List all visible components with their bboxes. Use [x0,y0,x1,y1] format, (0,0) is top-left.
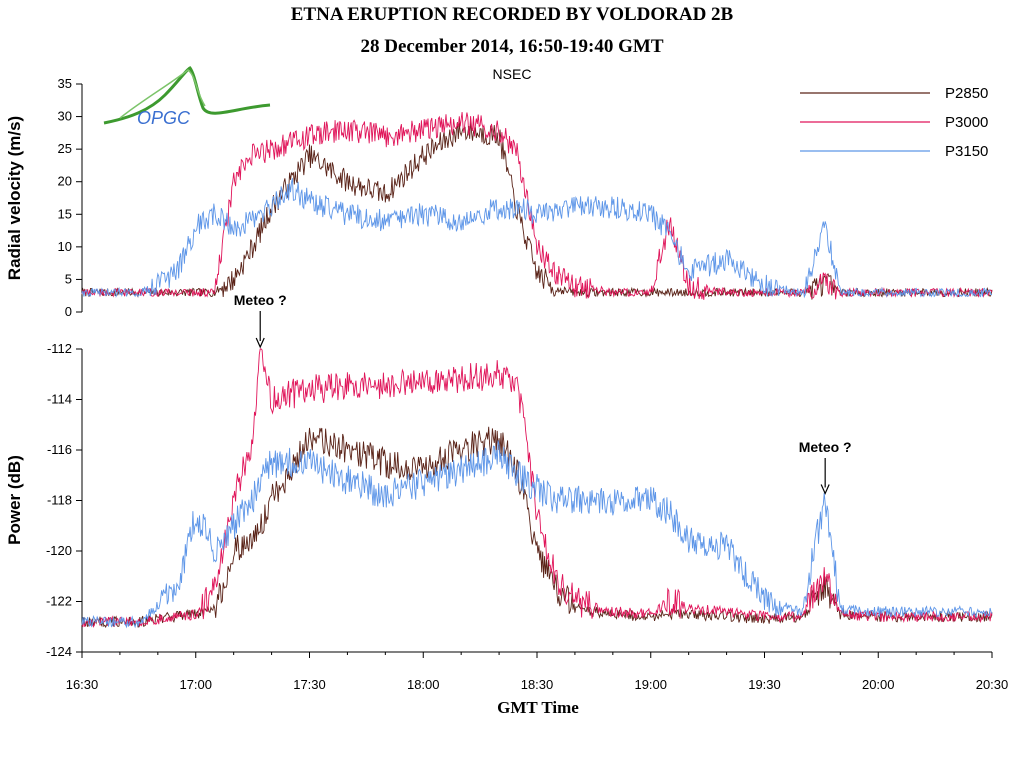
chart-title: ETNA ERUPTION RECORDED BY VOLDORAD 2B [291,4,734,25]
power-y-tick-label: -124 [46,644,72,659]
velocity-y-tick-label: 5 [65,271,72,286]
legend-label-p2850: P2850 [945,85,988,102]
velocity-y-ticks: 0 5 10 15 20 25 30 35 [58,76,82,319]
velocity-line-p3150 [81,178,993,299]
logo-text: OPGC [137,108,191,128]
power-y-tick-label: -120 [46,543,72,558]
velocity-line-p3000 [81,112,993,300]
meteo-annotation-arrowhead [255,337,265,349]
x-ticks: 16:30 17:00 17:30 18:00 18:30 19:00 19:30 20:00… [66,652,1009,692]
legend-label-p3150: P3150 [945,143,988,160]
velocity-y-tick-label: 0 [65,304,72,319]
velocity-y-tick-label: 10 [58,239,72,254]
power-y-tick-label: -112 [47,341,72,356]
power-y-tick-label: -114 [47,392,72,407]
velocity-y-tick-label: 25 [58,141,72,156]
velocity-y-tick-label: 20 [58,174,72,189]
x-axis-label: GMT Time [497,698,579,717]
legend: P2850 P3000 P3150 [800,85,988,160]
panel-title: NSEC [493,66,532,82]
velocity-y-tick-label: 15 [58,206,72,221]
meteo-annotation-arrowhead [820,484,830,495]
legend-label-p3000: P3000 [945,114,988,131]
logo-mountain-outline [119,69,206,119]
chart-subtitle: 28 December 2014, 16:50-19:40 GMT [360,36,663,57]
power-line-p2850 [81,426,993,629]
x-tick-label: 20:30 [976,677,1009,692]
x-tick-label: 18:00 [407,677,440,692]
meteo-annotation-label: Meteo ? [234,292,287,308]
velocity-y-tick-label: 30 [58,109,72,124]
power-series [81,348,993,629]
opgc-logo: OPGC [103,66,271,128]
x-tick-label: 20:00 [862,677,895,692]
meteo-annotation-label: Meteo ? [799,439,852,455]
power-y-ticks: -124 -122 -120 -118 -116 -114 -112 [46,341,82,659]
power-y-tick-label: -118 [47,493,72,508]
annotations: Meteo ? Meteo ? [234,292,852,495]
velocity-y-axis-label: Radial velocity (m/s) [5,116,24,280]
x-tick-label: 19:00 [634,677,667,692]
velocity-series [81,112,993,300]
power-line-p3150 [81,440,993,629]
power-y-tick-label: -116 [47,442,72,457]
x-tick-label: 18:30 [521,677,554,692]
velocity-y-tick-label: 35 [58,76,72,91]
x-tick-label: 16:30 [66,677,99,692]
power-y-tick-label: -122 [46,594,72,609]
power-y-axis-label: Power (dB) [5,455,24,545]
x-tick-label: 17:00 [179,677,212,692]
x-tick-label: 19:30 [748,677,781,692]
logo-mountain-swoosh [103,66,271,125]
x-tick-label: 17:30 [293,677,326,692]
power-line-p3000 [81,348,993,628]
